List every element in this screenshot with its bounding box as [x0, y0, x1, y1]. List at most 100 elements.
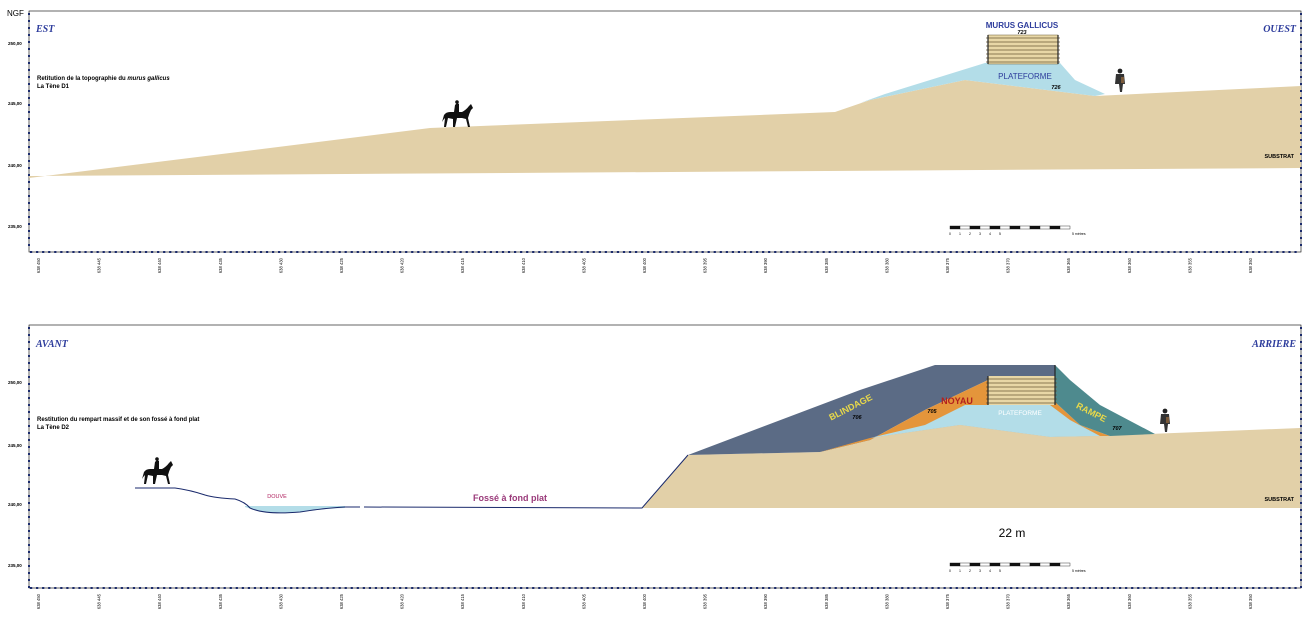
bottom-y-axis-dot	[28, 383, 30, 385]
top-x-axis-dot	[169, 251, 171, 253]
top-y-axis-dot	[28, 118, 30, 120]
top-x-axis-dot	[1040, 251, 1042, 253]
bottom-x-axis-dot	[744, 587, 746, 589]
top-x-axis-dot	[36, 251, 38, 253]
bottom-x-axis-dot	[290, 587, 292, 589]
top-723-label: 723	[1017, 30, 1026, 36]
bottom-right-axis-dot	[1300, 439, 1302, 441]
bottom-x-axis-dot	[1125, 587, 1127, 589]
bottom-x-axis-dot	[423, 587, 425, 589]
bottom-x-axis-dot	[1173, 587, 1175, 589]
top-x-tick-label: 638 410	[521, 257, 526, 273]
bottom-y-axis-dot	[28, 558, 30, 560]
top-x-axis-dot	[30, 251, 32, 253]
bottom-x-axis-dot	[72, 587, 74, 589]
top-x-axis-dot	[1022, 251, 1024, 253]
top-x-axis-dot	[913, 251, 915, 253]
top-x-axis-dot	[1264, 251, 1266, 253]
top-x-axis-dot	[387, 251, 389, 253]
bottom-x-axis-dot	[1131, 587, 1133, 589]
top-x-axis-dot	[272, 251, 274, 253]
bottom-width-label: 22 m	[999, 526, 1026, 540]
bottom-x-tick-label: 638 440	[157, 593, 162, 609]
bottom-x-axis-dot	[653, 587, 655, 589]
top-x-axis-dot	[429, 251, 431, 253]
top-right-axis-dot	[1300, 118, 1302, 120]
bottom-x-axis-dot	[441, 587, 443, 589]
scale-bar-segment	[1030, 226, 1040, 229]
scale-bar-segment	[1020, 226, 1030, 229]
bottom-x-axis-dot	[1161, 587, 1163, 589]
top-x-axis-dot	[883, 251, 885, 253]
top-x-axis-dot	[659, 251, 661, 253]
bottom-x-axis-dot	[351, 587, 353, 589]
bottom-x-axis-dot	[998, 587, 1000, 589]
scale-bar-unit: 5 mètres	[1072, 569, 1086, 573]
top-x-axis-dot	[780, 251, 782, 253]
top-x-axis-dot	[1089, 251, 1091, 253]
scale-bar-tick: 5	[999, 569, 1001, 573]
scale-bar-segment	[1010, 226, 1020, 229]
bottom-x-axis-dot	[1167, 587, 1169, 589]
top-right-axis-dot	[1300, 181, 1302, 183]
bottom-x-axis-dot	[925, 587, 927, 589]
bottom-douve-water	[245, 506, 345, 513]
bottom-x-axis-dot	[181, 587, 183, 589]
top-right-axis-dot	[1300, 34, 1302, 36]
top-x-axis-dot	[538, 251, 540, 253]
bottom-x-axis-dot	[1264, 587, 1266, 589]
scale-bar-segment	[1010, 563, 1020, 566]
bottom-x-tick-label: 638 360	[1127, 593, 1132, 609]
bottom-x-axis-dot	[248, 587, 250, 589]
bottom-x-axis-dot	[1294, 587, 1296, 589]
bottom-x-axis-dot	[847, 587, 849, 589]
top-y-axis-dot	[28, 20, 30, 22]
top-x-axis-dot	[744, 251, 746, 253]
top-y-tick-label: 240,00	[8, 163, 22, 168]
top-x-axis-dot	[296, 251, 298, 253]
top-x-axis-dot	[66, 251, 68, 253]
top-x-axis-dot	[1240, 251, 1242, 253]
scale-bar-segment	[990, 563, 1000, 566]
bottom-x-axis-dot	[550, 587, 552, 589]
top-x-axis-dot	[998, 251, 1000, 253]
top-x-axis-dot	[248, 251, 250, 253]
bottom-y-axis-dot	[28, 397, 30, 399]
bottom-x-axis-dot	[1155, 587, 1157, 589]
bottom-x-axis-dot	[1034, 587, 1036, 589]
bottom-y-axis-dot	[28, 460, 30, 462]
top-x-axis-dot	[187, 251, 189, 253]
bottom-x-axis-dot	[278, 587, 280, 589]
top-x-axis-dot	[218, 251, 220, 253]
bottom-x-axis-dot	[1216, 587, 1218, 589]
bottom-x-axis-dot	[944, 587, 946, 589]
bottom-x-axis-dot	[1040, 587, 1042, 589]
scale-bar-tick: 1	[959, 569, 961, 573]
bottom-x-tick-label: 638 450	[36, 593, 41, 609]
top-x-axis-dot	[1125, 251, 1127, 253]
bottom-noyau-label: NOYAU	[941, 396, 973, 406]
bottom-x-axis-dot	[647, 587, 649, 589]
top-right-axis-dot	[1300, 188, 1302, 190]
top-x-axis-dot	[750, 251, 752, 253]
top-right-axis-dot	[1300, 104, 1302, 106]
top-y-axis-dot	[28, 27, 30, 29]
bottom-x-axis-dot	[526, 587, 528, 589]
bottom-y-tick-label: 245,00	[8, 443, 22, 448]
bottom-right-axis-dot	[1300, 327, 1302, 329]
top-x-axis-dot	[817, 251, 819, 253]
scale-bar-segment	[1060, 226, 1070, 229]
bottom-x-axis-dot	[665, 587, 667, 589]
top-x-axis-dot	[593, 251, 595, 253]
top-x-tick-label: 638 405	[581, 257, 586, 273]
top-y-axis-dot	[28, 69, 30, 71]
bottom-x-axis-dot	[641, 587, 643, 589]
bottom-x-axis-dot	[1022, 587, 1024, 589]
scale-bar-tick: 4	[989, 569, 991, 573]
bottom-right-axis-dot	[1300, 362, 1302, 364]
top-right-axis-dot	[1300, 97, 1302, 99]
bottom-right-axis-dot	[1300, 411, 1302, 413]
top-x-axis-dot	[1294, 251, 1296, 253]
top-x-axis-dot	[792, 251, 794, 253]
bottom-y-axis-dot	[28, 418, 30, 420]
